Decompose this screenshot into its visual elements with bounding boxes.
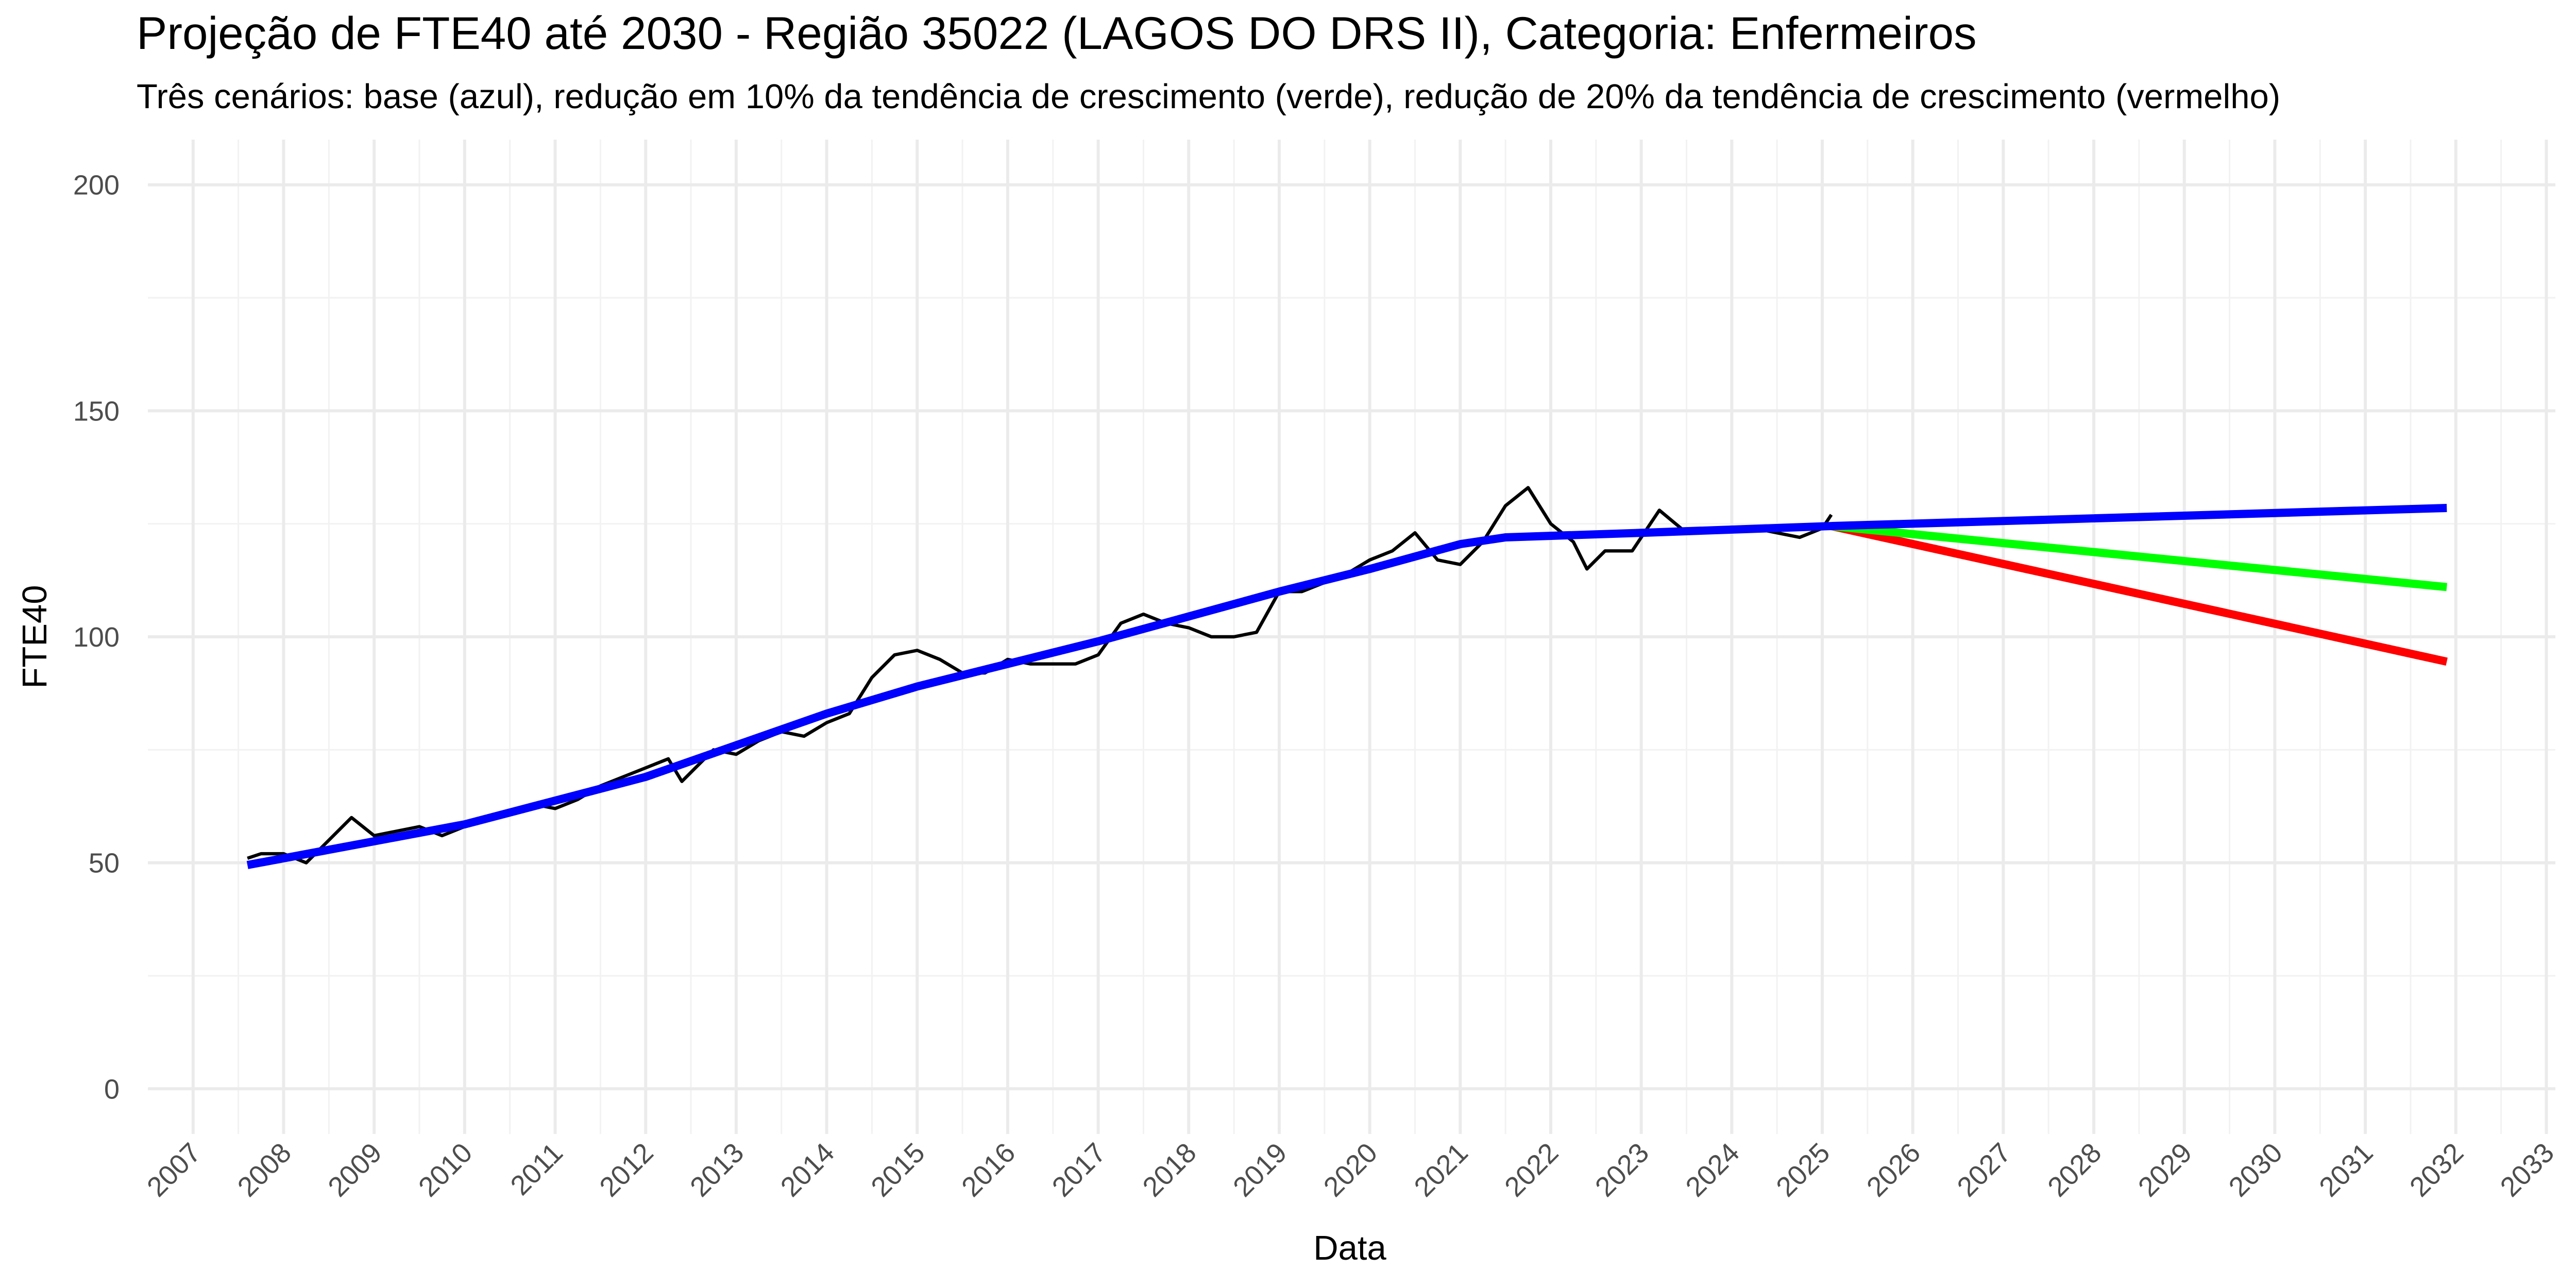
x-tick-label: 2011 — [504, 1137, 569, 1201]
x-tick-label: 2013 — [684, 1137, 750, 1202]
y-tick-label: 100 — [73, 622, 120, 653]
y-tick-label: 50 — [89, 848, 120, 879]
x-tick-label: 2012 — [594, 1137, 659, 1202]
grid: 0 50 100 150 200 2007 2008 2009 2010 2011 2012 2013… — [73, 140, 2560, 1202]
x-tick-label: 2009 — [322, 1137, 387, 1202]
y-tick-label: 0 — [104, 1074, 120, 1105]
x-tick-label: 2018 — [1137, 1137, 1202, 1202]
plot-area — [246, 486, 2448, 869]
x-tick-label: 2029 — [2132, 1137, 2198, 1202]
chart-title: Projeção de FTE40 até 2030 - Região 3502… — [137, 7, 1977, 59]
y-tick-label: 150 — [73, 396, 120, 427]
x-tick-label: 2033 — [2495, 1137, 2560, 1202]
x-tick-label: 2014 — [775, 1137, 840, 1202]
x-tick-label: 2019 — [1227, 1137, 1293, 1202]
x-tick-label: 2010 — [413, 1137, 478, 1202]
x-tick-label: 2028 — [2042, 1137, 2107, 1202]
y-tick-label: 200 — [73, 170, 120, 201]
x-tick-label: 2020 — [1318, 1137, 1383, 1202]
x-tick-label: 2008 — [232, 1137, 297, 1202]
data-line — [1831, 522, 2447, 591]
x-tick-label: 2023 — [1589, 1137, 1655, 1202]
x-tick-label: 2021 — [1408, 1137, 1473, 1202]
x-tick-label: 2022 — [1499, 1137, 1564, 1202]
x-axis-title: Data — [1313, 1229, 1386, 1267]
x-tick-label: 2017 — [1046, 1137, 1112, 1202]
x-tick-label: 2031 — [2313, 1137, 2379, 1202]
data-line — [246, 504, 2447, 869]
data-line — [1830, 522, 2448, 666]
x-tick-label: 2007 — [141, 1137, 207, 1202]
x-tick-label: 2032 — [2404, 1137, 2469, 1202]
x-tick-label: 2025 — [1770, 1137, 1836, 1202]
chart-subtitle: Três cenários: base (azul), redução em 1… — [137, 77, 2280, 116]
x-tick-label: 2015 — [865, 1137, 930, 1202]
y-axis-title: FTE40 — [15, 585, 54, 688]
x-tick-label: 2027 — [1951, 1137, 2016, 1202]
x-tick-label: 2016 — [956, 1137, 1021, 1202]
data-line — [247, 486, 1833, 865]
x-tick-label: 2026 — [1861, 1137, 1926, 1202]
x-tick-label: 2030 — [2223, 1137, 2289, 1202]
x-tick-label: 2024 — [1680, 1137, 1745, 1202]
